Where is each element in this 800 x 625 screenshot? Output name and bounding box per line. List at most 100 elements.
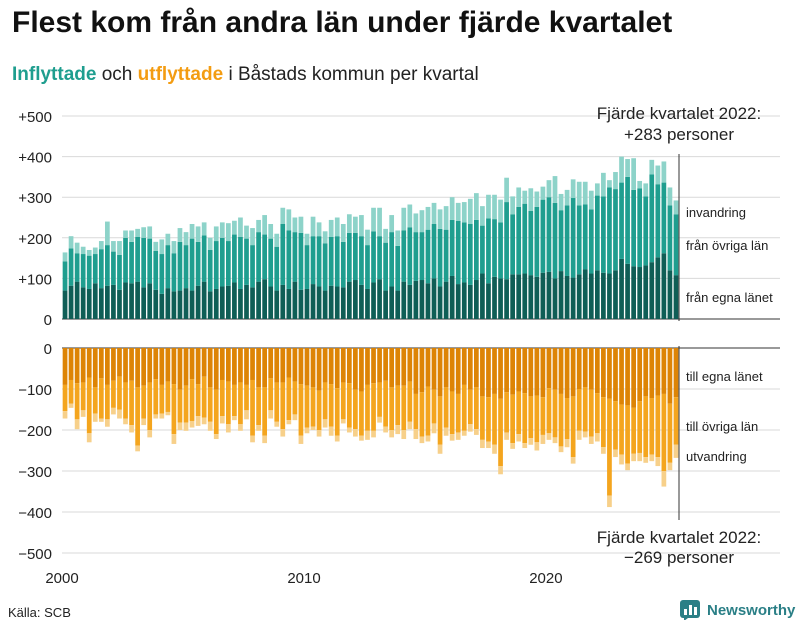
bar-out-1 <box>401 385 407 430</box>
bar-in-0 <box>171 291 177 319</box>
bar-in-1 <box>92 254 98 284</box>
bar-out-2 <box>407 421 413 430</box>
bar-in-0 <box>268 286 274 319</box>
bar-out-0 <box>661 348 667 394</box>
bar-out-2 <box>147 430 153 438</box>
y-tick-label-upper: +100 <box>18 271 52 288</box>
bar-in-2 <box>371 207 376 232</box>
bar-in-1 <box>232 234 237 283</box>
bar-out-0 <box>286 348 292 378</box>
bar-in-2 <box>213 226 219 242</box>
bar-in-0 <box>594 270 600 319</box>
bar-out-0 <box>353 348 358 390</box>
bar-out-0 <box>395 348 401 386</box>
bar-out-1 <box>516 391 522 435</box>
bar-in-1 <box>467 224 473 285</box>
bar-out-0 <box>274 348 280 383</box>
bar-in-0 <box>582 269 588 319</box>
bar-in-0 <box>449 275 455 319</box>
bar-in-0 <box>667 270 673 319</box>
bar-out-2 <box>238 424 243 431</box>
bar-out-0 <box>256 348 261 388</box>
bar-out-2 <box>189 420 195 428</box>
bar-in-1 <box>443 229 449 282</box>
bar-in-2 <box>449 197 455 220</box>
bar-out-0 <box>250 348 255 380</box>
bar-in-0 <box>129 283 134 319</box>
bar-out-0 <box>207 348 213 388</box>
bar-in-2 <box>250 228 255 246</box>
bar-in-2 <box>135 228 140 237</box>
bar-out-0 <box>68 348 74 380</box>
bar-out-2 <box>268 410 274 419</box>
bar-out-2 <box>225 424 231 433</box>
bar-in-2 <box>389 215 395 233</box>
bar-in-1 <box>474 219 479 281</box>
bar-out-1 <box>171 384 177 435</box>
y-tick-label-upper: +300 <box>18 190 52 207</box>
bar-out-1 <box>62 384 68 412</box>
bar-out-2 <box>346 427 352 433</box>
chart-svg: +500 +400 +300 +200 +100 0 0 −100 −200 −300 −400 −5… <box>18 104 780 587</box>
annotation-top-line2: +283 personer <box>624 125 734 144</box>
bar-out-1 <box>98 378 104 419</box>
bar-out-0 <box>601 348 606 398</box>
bar-out-2 <box>371 430 376 438</box>
bar-out-2 <box>298 435 304 444</box>
bar-out-1 <box>117 376 122 410</box>
bar-out-2 <box>510 443 516 449</box>
bar-in-0 <box>298 289 304 319</box>
bar-in-0 <box>413 280 419 319</box>
bar-in-2 <box>74 242 80 254</box>
bar-in-1 <box>425 229 431 284</box>
bar-in-0 <box>92 283 98 319</box>
bar-in-1 <box>510 214 516 275</box>
bar-in-0 <box>546 271 552 319</box>
bar-out-1 <box>564 398 570 440</box>
bar-in-1 <box>328 236 334 286</box>
bar-out-2 <box>522 443 528 449</box>
bar-out-1 <box>467 389 473 425</box>
bar-out-0 <box>401 348 407 386</box>
bar-out-2 <box>431 423 437 434</box>
bar-in-2 <box>383 228 388 243</box>
gridlines <box>62 115 780 554</box>
bar-in-0 <box>304 288 310 319</box>
bar-out-0 <box>183 348 189 386</box>
bar-out-1 <box>419 392 425 437</box>
bar-out-1 <box>165 381 171 412</box>
bar-out-0 <box>516 348 522 392</box>
bar-in-1 <box>201 235 207 282</box>
bar-in-1 <box>165 245 171 289</box>
bar-in-2 <box>625 159 630 177</box>
bar-in-2 <box>480 206 485 226</box>
bar-out-0 <box>667 348 673 404</box>
bar-in-0 <box>68 285 74 319</box>
bar-out-0 <box>613 348 618 402</box>
annotation-top-line1: Fjärde kvartalet 2022: <box>597 104 761 123</box>
bar-in-1 <box>389 232 395 287</box>
bar-out-0 <box>449 348 455 392</box>
bar-in-2 <box>274 233 280 247</box>
bar-out-2 <box>540 434 546 444</box>
bar-out-1 <box>111 380 116 408</box>
bar-in-2 <box>334 217 340 237</box>
bar-in-0 <box>655 257 661 319</box>
bar-out-0 <box>280 348 286 383</box>
bar-out-0 <box>238 348 243 383</box>
bar-in-0 <box>637 267 643 319</box>
chart-subtitle: Inflyttade och utflyttade i Båstads komm… <box>12 64 479 86</box>
y-tick-label-upper: +400 <box>18 150 52 167</box>
bar-out-1 <box>256 387 261 426</box>
subtitle-rest: i Båstads kommun per kvartal <box>228 64 479 85</box>
bar-in-1 <box>183 245 189 289</box>
bar-out-0 <box>92 348 98 388</box>
bar-out-0 <box>74 348 80 384</box>
bar-in-1 <box>558 210 564 272</box>
bar-out-1 <box>123 382 128 419</box>
bar-in-2 <box>244 225 249 239</box>
bar-out-2 <box>383 426 388 433</box>
bar-in-1 <box>359 236 364 285</box>
bar-in-2 <box>171 241 177 254</box>
bar-out-2 <box>117 409 122 419</box>
